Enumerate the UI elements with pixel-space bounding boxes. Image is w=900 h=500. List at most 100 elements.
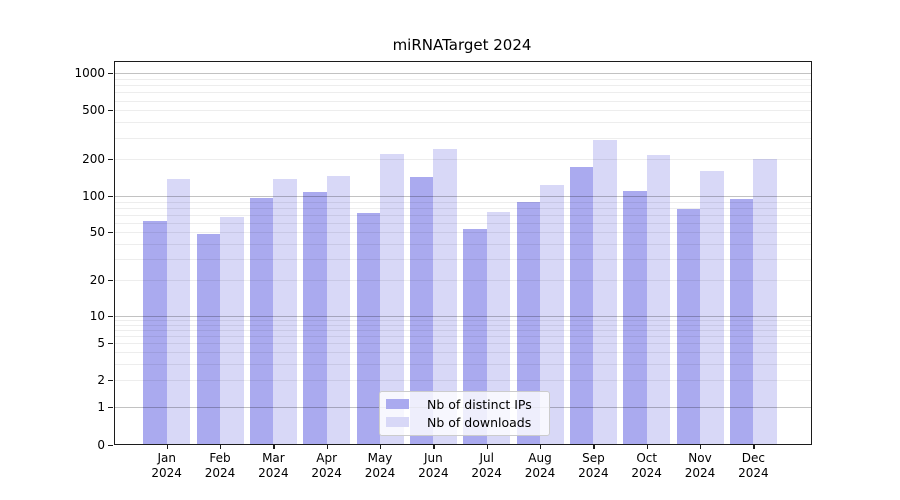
minor-gridline xyxy=(113,329,812,331)
minor-gridline xyxy=(113,137,812,139)
bar-downloads-jan xyxy=(166,179,191,445)
bar-downloads-sep xyxy=(593,140,617,445)
x-tick-label-jan: Jan 2024 xyxy=(151,451,182,480)
y-tick-1 xyxy=(108,407,113,409)
minor-gridline xyxy=(113,92,812,94)
x-tick-label-dec: Dec 2024 xyxy=(738,451,769,480)
bar-distinct-ips-nov xyxy=(676,209,700,445)
minor-gridline xyxy=(113,207,812,209)
x-tick-may xyxy=(380,444,382,449)
bar-downloads-jul xyxy=(486,211,511,445)
x-tick-label-nov: Nov 2024 xyxy=(684,451,716,480)
minor-gridline xyxy=(113,352,812,354)
bar-distinct-ips-feb xyxy=(196,234,220,445)
bar-downloads-nov xyxy=(700,170,724,445)
plot-area xyxy=(113,60,812,445)
bar-distinct-ips-oct xyxy=(623,190,647,445)
y-tick-label-200: 200 xyxy=(82,152,105,167)
minor-gridline xyxy=(113,159,812,161)
x-tick-label-sep: Sep 2024 xyxy=(578,451,609,480)
y-tick-20 xyxy=(108,279,113,281)
y-tick-label-0: 0 xyxy=(97,437,105,452)
bar-downloads-mar xyxy=(273,178,297,445)
y-tick-label-100: 100 xyxy=(82,189,105,204)
minor-gridline xyxy=(113,78,812,80)
y-tick-label-1000: 1000 xyxy=(74,66,105,81)
minor-gridline xyxy=(113,363,812,365)
x-tick-label-jun: Jun 2024 xyxy=(418,451,449,480)
y-tick-10 xyxy=(108,315,113,317)
x-tick-oct xyxy=(646,444,648,449)
bar-distinct-ips-aug xyxy=(516,201,540,445)
y-tick-label-50: 50 xyxy=(89,225,105,240)
y-tick-0 xyxy=(108,444,113,446)
x-tick-mar xyxy=(273,444,275,449)
bar-distinct-ips-apr xyxy=(303,192,327,445)
major-gridline xyxy=(113,315,812,317)
x-tick-aug xyxy=(540,444,542,449)
chart-title: miRNATarget 2024 xyxy=(392,36,532,54)
minor-gridline xyxy=(113,379,812,381)
minor-gridline xyxy=(113,324,812,326)
x-tick-jan xyxy=(166,444,168,449)
legend-item-downloads: Nb of downloads xyxy=(386,416,543,429)
bar-downloads-jun xyxy=(433,149,457,445)
bar-distinct-ips-dec xyxy=(729,199,754,445)
bar-downloads-oct xyxy=(646,154,671,445)
x-tick-dec xyxy=(753,444,755,449)
x-tick-jun xyxy=(433,444,435,449)
minor-gridline xyxy=(113,336,812,337)
x-tick-label-aug: Aug 2024 xyxy=(524,451,556,480)
minor-gridline xyxy=(113,343,812,345)
bar-downloads-apr xyxy=(326,175,351,445)
y-tick-label-2: 2 xyxy=(97,372,105,387)
x-tick-sep xyxy=(593,444,595,449)
minor-gridline xyxy=(113,100,812,102)
y-tick-2 xyxy=(108,379,113,381)
bar-distinct-ips-sep xyxy=(569,166,594,445)
x-tick-jul xyxy=(486,444,488,449)
minor-gridline xyxy=(113,258,812,260)
x-tick-label-may: May 2024 xyxy=(364,451,396,480)
bar-distinct-ips-may xyxy=(356,212,380,445)
bar-downloads-aug xyxy=(540,184,564,445)
y-tick-5 xyxy=(108,343,113,345)
minor-gridline xyxy=(113,201,812,203)
minor-gridline xyxy=(113,214,812,216)
y-tick-100 xyxy=(108,196,113,198)
bar-downloads-dec xyxy=(753,159,777,445)
legend-swatch-distinct-ips xyxy=(386,399,409,409)
legend-item-distinct-ips: Nb of distinct IPs xyxy=(386,398,543,411)
y-tick-label-10: 10 xyxy=(89,308,105,323)
x-tick-label-jul: Jul 2024 xyxy=(471,451,502,480)
legend-label-downloads: Nb of downloads xyxy=(427,414,532,430)
x-tick-label-feb: Feb 2024 xyxy=(204,451,236,480)
y-tick-50 xyxy=(108,232,113,234)
bar-distinct-ips-jan xyxy=(143,221,167,445)
minor-gridline xyxy=(113,279,812,281)
x-tick-nov xyxy=(700,444,702,449)
minor-gridline xyxy=(113,232,812,234)
bar-distinct-ips-mar xyxy=(249,197,274,445)
minor-gridline xyxy=(113,85,812,87)
minor-gridline xyxy=(113,110,812,112)
major-gridline xyxy=(113,196,812,198)
y-tick-200 xyxy=(108,159,113,161)
y-tick-1000 xyxy=(108,73,113,75)
y-tick-label-1: 1 xyxy=(97,400,105,415)
minor-gridline xyxy=(113,243,812,245)
bar-distinct-ips-jun xyxy=(409,176,434,445)
y-tick-label-500: 500 xyxy=(82,103,105,118)
bar-downloads-may xyxy=(380,154,404,445)
minor-gridline xyxy=(113,222,812,224)
x-tick-apr xyxy=(326,444,328,449)
major-gridline xyxy=(113,73,812,75)
y-tick-500 xyxy=(108,110,113,112)
x-tick-label-oct: Oct 2024 xyxy=(631,451,662,480)
y-tick-label-20: 20 xyxy=(89,272,105,287)
minor-gridline xyxy=(113,122,812,124)
x-tick-label-mar: Mar 2024 xyxy=(258,451,289,480)
legend-label-distinct-ips: Nb of distinct IPs xyxy=(427,396,532,412)
minor-gridline xyxy=(113,319,812,321)
